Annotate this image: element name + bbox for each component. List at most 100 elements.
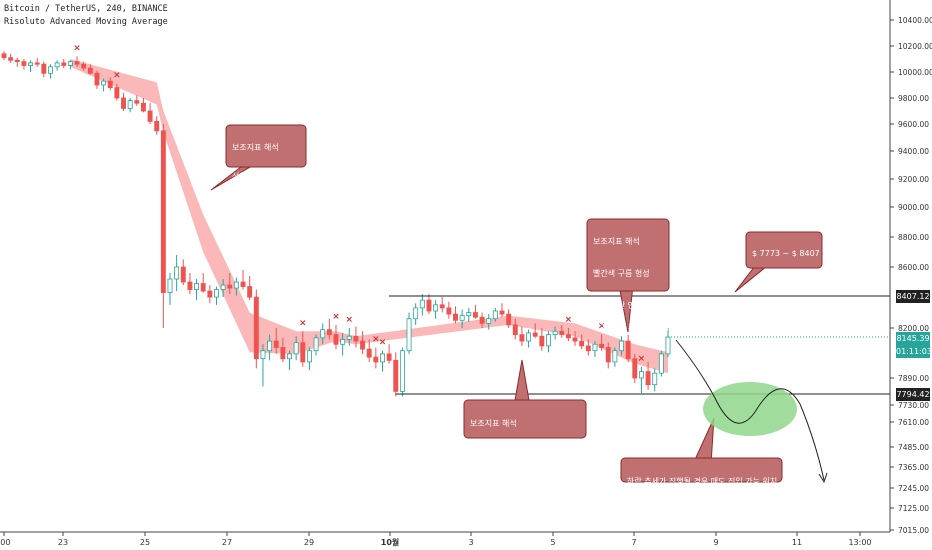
sell-marker: × <box>638 354 646 364</box>
current-price-tag: 8145.39 <box>896 332 930 345</box>
candle <box>519 326 525 346</box>
candle-body <box>433 304 439 312</box>
time-tick-label: 10월 <box>381 537 400 547</box>
candle <box>233 277 239 296</box>
candle <box>194 279 200 301</box>
callout-box <box>586 218 670 292</box>
candle <box>207 285 213 304</box>
candle <box>499 303 505 318</box>
candle-body <box>253 296 259 360</box>
candle <box>373 347 379 369</box>
sell-marker: × <box>598 322 606 332</box>
candle-body <box>605 347 611 363</box>
candle-body <box>552 330 558 335</box>
candle <box>446 301 452 319</box>
candle <box>652 368 658 392</box>
candle <box>167 273 173 305</box>
candle-body <box>565 334 571 339</box>
candle-body <box>406 318 412 352</box>
candle-body <box>426 299 432 312</box>
candle-body <box>300 342 306 363</box>
note-line: 보조지표 해석 <box>593 237 640 246</box>
time-tick-label: 25 <box>140 538 150 547</box>
indicator-title: Risoluto Advanced Moving Average <box>4 17 168 27</box>
time-tick-label: 23 <box>58 538 68 547</box>
candle-body <box>572 337 578 342</box>
candle <box>486 314 492 330</box>
candle <box>506 309 512 328</box>
candle-body <box>94 72 100 86</box>
candle <box>48 64 53 79</box>
candle-body <box>492 310 498 320</box>
bear-cloud-band <box>70 59 668 374</box>
candle-body <box>247 286 253 298</box>
time-tick-label: 9 <box>713 538 718 547</box>
candle <box>605 342 611 369</box>
candle <box>280 337 286 362</box>
candle <box>353 326 359 348</box>
candle <box>492 307 498 322</box>
candle-body <box>34 62 40 65</box>
callout-range <box>586 218 670 333</box>
target-zone-ellipse <box>703 382 797 436</box>
candle-body <box>101 80 107 86</box>
candle <box>220 279 226 298</box>
horizontal-levels <box>388 295 890 395</box>
candle-body <box>194 283 200 290</box>
candle-body <box>539 335 545 347</box>
candle-body <box>114 87 120 99</box>
candle <box>360 331 366 354</box>
candle-body <box>453 313 458 321</box>
candle-body <box>48 66 53 74</box>
candle <box>214 286 219 305</box>
sell-marker: × <box>73 43 81 53</box>
countdown-tag: 01:11:03 <box>896 345 932 358</box>
candle <box>160 124 166 328</box>
note-price-range: $ 7773 ~ $ 8407 수평구간 <box>752 237 820 298</box>
candle-body <box>287 353 292 360</box>
candle <box>539 328 545 351</box>
candle-body <box>459 315 465 321</box>
time-tick-label: 29 <box>304 538 314 547</box>
sell-marker: × <box>332 312 340 322</box>
candle-body <box>439 304 445 309</box>
candle-body <box>227 284 233 289</box>
candle <box>413 303 419 325</box>
candle-body <box>360 340 366 350</box>
candle <box>81 61 87 71</box>
candle <box>426 294 432 315</box>
candle-body <box>333 334 339 345</box>
candle <box>61 59 67 69</box>
price-tick-label: 10200.00 <box>898 42 932 51</box>
drawing-shapes <box>210 124 828 484</box>
candle <box>174 255 180 292</box>
candle-body <box>399 350 405 392</box>
sell-marker: × <box>372 334 380 344</box>
candle-body <box>585 345 591 352</box>
candle <box>127 98 133 113</box>
candle <box>632 353 638 384</box>
sell-marker: × <box>346 315 354 325</box>
candle <box>1 51 7 61</box>
candle-body <box>512 324 518 335</box>
candle-body <box>180 266 186 283</box>
candle-body <box>160 130 166 293</box>
callout-entry <box>620 417 783 483</box>
candle <box>74 56 80 67</box>
callout-box <box>745 231 823 269</box>
candle-body <box>154 121 160 132</box>
candle-body <box>373 356 379 363</box>
candle <box>625 334 631 362</box>
candle <box>619 336 624 356</box>
price-tick-label: 7365.00 <box>898 463 929 472</box>
candle-body <box>645 371 651 386</box>
candle-body <box>41 63 47 74</box>
candle <box>273 328 279 354</box>
candle-body <box>446 307 452 315</box>
candle <box>512 318 518 340</box>
candle <box>227 273 233 295</box>
candle-body <box>559 330 565 335</box>
candle-body <box>293 342 299 355</box>
candle <box>552 326 558 340</box>
